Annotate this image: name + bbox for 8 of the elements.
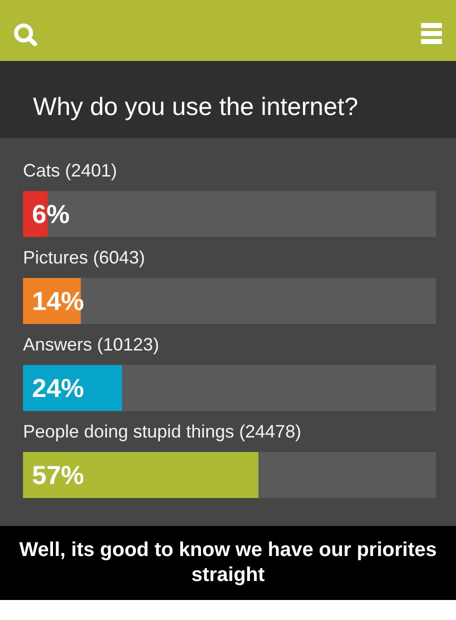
- data-label: 57%: [32, 460, 84, 490]
- y-tick-label: People doing stupid things (24478): [23, 422, 302, 442]
- y-tick-label: Answers (10123): [23, 334, 160, 354]
- chart-title: Why do you use the internet?: [33, 92, 358, 122]
- y-tick-label: Cats (2401): [23, 160, 118, 180]
- data-label: 24%: [32, 373, 84, 404]
- y-tick-label: Pictures (6043): [23, 248, 146, 268]
- text: Well, its good to know we have our priorites straight: [18, 538, 438, 588]
